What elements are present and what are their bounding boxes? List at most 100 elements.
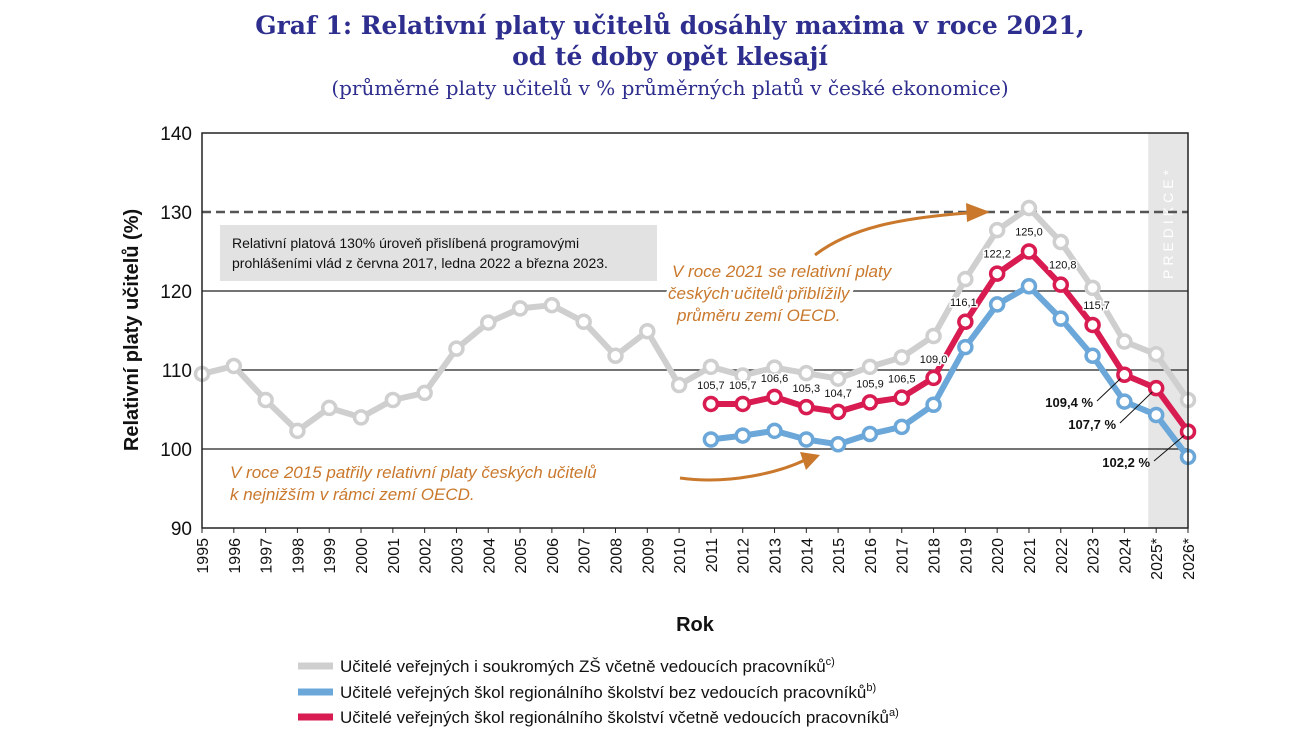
x-tick-label: 2020 [990,538,1007,574]
x-tick-label: 2013 [768,538,785,574]
data-point [925,327,942,345]
data-label: 105,7 [729,380,757,392]
data-label: 105,3 [793,383,821,395]
x-tick-label: 1998 [290,538,307,574]
data-point [1116,366,1133,383]
data-label: 120,8 [1049,260,1077,272]
data-point [1052,276,1070,293]
x-tick-label: 2019 [958,538,975,574]
data-point [893,349,910,366]
data-label: 105,7 [697,380,725,392]
x-tick-label: 1995 [195,538,212,574]
x-tick-label: 2025* [1149,538,1166,580]
label-leader [1153,435,1185,462]
x-tick-label: 2011 [704,538,721,573]
chart-subtitle: (průměrné platy učitelů v % průměrných p… [331,76,1009,100]
x-tick-label: 2026* [1181,538,1198,580]
data-point [384,391,402,409]
y-axis-title: Relativní platy učitelů (%) [121,209,143,451]
annotation-box-line1: Relativní platová 130% úroveň přislíbená… [232,235,579,251]
label-leader [1119,391,1153,424]
data-point [861,425,879,443]
x-tick-label: 2001 [386,538,403,574]
x-tick-label: 2010 [672,538,689,574]
x-tick-label: 2015 [831,538,848,574]
data-label: 106,6 [761,373,789,385]
data-point [1084,279,1101,297]
data-point [1147,406,1165,424]
x-tick-label: 2005 [513,538,530,574]
annotation-2021-line2: českých učitelů přiblížily [668,284,851,303]
series-line-3 [710,248,1191,434]
data-point [798,431,815,448]
data-point [607,347,624,365]
x-tick-label: 2023 [1086,538,1103,574]
data-point [670,376,688,394]
x-tick-label: 2009 [640,538,657,574]
data-point [925,369,942,387]
data-point [225,357,243,375]
data-point [861,358,879,376]
data-point [766,388,783,406]
chart-title-line1: Graf 1: Relativní platy učitelů dosáhly … [255,11,1085,40]
data-point [766,422,783,440]
prediction-band [1148,133,1188,528]
data-point [575,313,592,331]
data-point [1052,310,1070,327]
data-point [861,394,879,411]
data-label: 116,1 [950,297,977,309]
data-point [702,358,720,376]
x-tick-label: 2006 [545,538,562,574]
arrow-2021-head [966,203,990,222]
annotation-box-line2: prohlášeními vlád z června 2017, ledna 2… [232,255,608,271]
data-point [1052,233,1070,251]
x-tick-label: 2012 [736,538,753,574]
data-point [925,396,942,414]
prediction-label: PREDIKCE* [1160,166,1176,279]
chart-title-line2: od té doby opět klesají [512,42,828,71]
y-tick-label: 110 [162,361,192,382]
data-label: 102,2 % [1102,455,1150,470]
data-point [957,313,974,331]
data-label: 106,5 [888,374,916,386]
data-label: 109,0 [920,354,948,366]
data-label: 122,2 [983,249,1011,261]
x-tick-label: 1999 [322,538,339,574]
annotation-2015-line2: k nejnižším v rámci zemí OECD. [230,485,475,504]
x-tick-label: 2021 [1022,538,1039,574]
annotation-box [220,225,657,281]
x-tick-label: 2007 [577,538,594,574]
data-label: 115,7 [1083,300,1110,312]
data-point [1020,243,1038,260]
data-point [352,409,370,426]
x-tick-label: 2016 [863,538,880,574]
arrow-2021 [814,211,969,257]
data-label: 104,7 [824,388,852,400]
x-tick-label: 1996 [227,538,244,574]
x-axis-title: Rok [676,614,715,636]
data-point [257,391,274,409]
y-tick-label: 140 [160,124,192,145]
data-point [988,265,1006,282]
data-point [798,364,815,382]
data-point [702,431,720,448]
data-point [988,296,1006,313]
data-point [1020,199,1038,217]
x-tick-label: 2004 [481,538,498,574]
data-point [734,367,751,384]
data-point [988,221,1006,239]
data-point [734,427,751,444]
data-point [1084,347,1101,365]
annotation-2015-line1: V roce 2015 patřily relativní platy česk… [230,463,597,482]
x-tick-label: 2000 [354,538,371,574]
data-point [957,338,974,356]
data-label: 105,9 [856,378,884,390]
legend-label-1: Učitelé veřejných i soukromých ZŠ včetně… [340,656,835,676]
x-tick-label: 2017 [895,538,912,574]
legend-label-3: Učitelé veřejných škol regionálního škol… [340,707,899,727]
data-point [893,389,910,406]
data-point [448,340,465,357]
data-point [829,370,847,387]
arrow-2015 [679,458,806,482]
data-point [289,422,306,440]
